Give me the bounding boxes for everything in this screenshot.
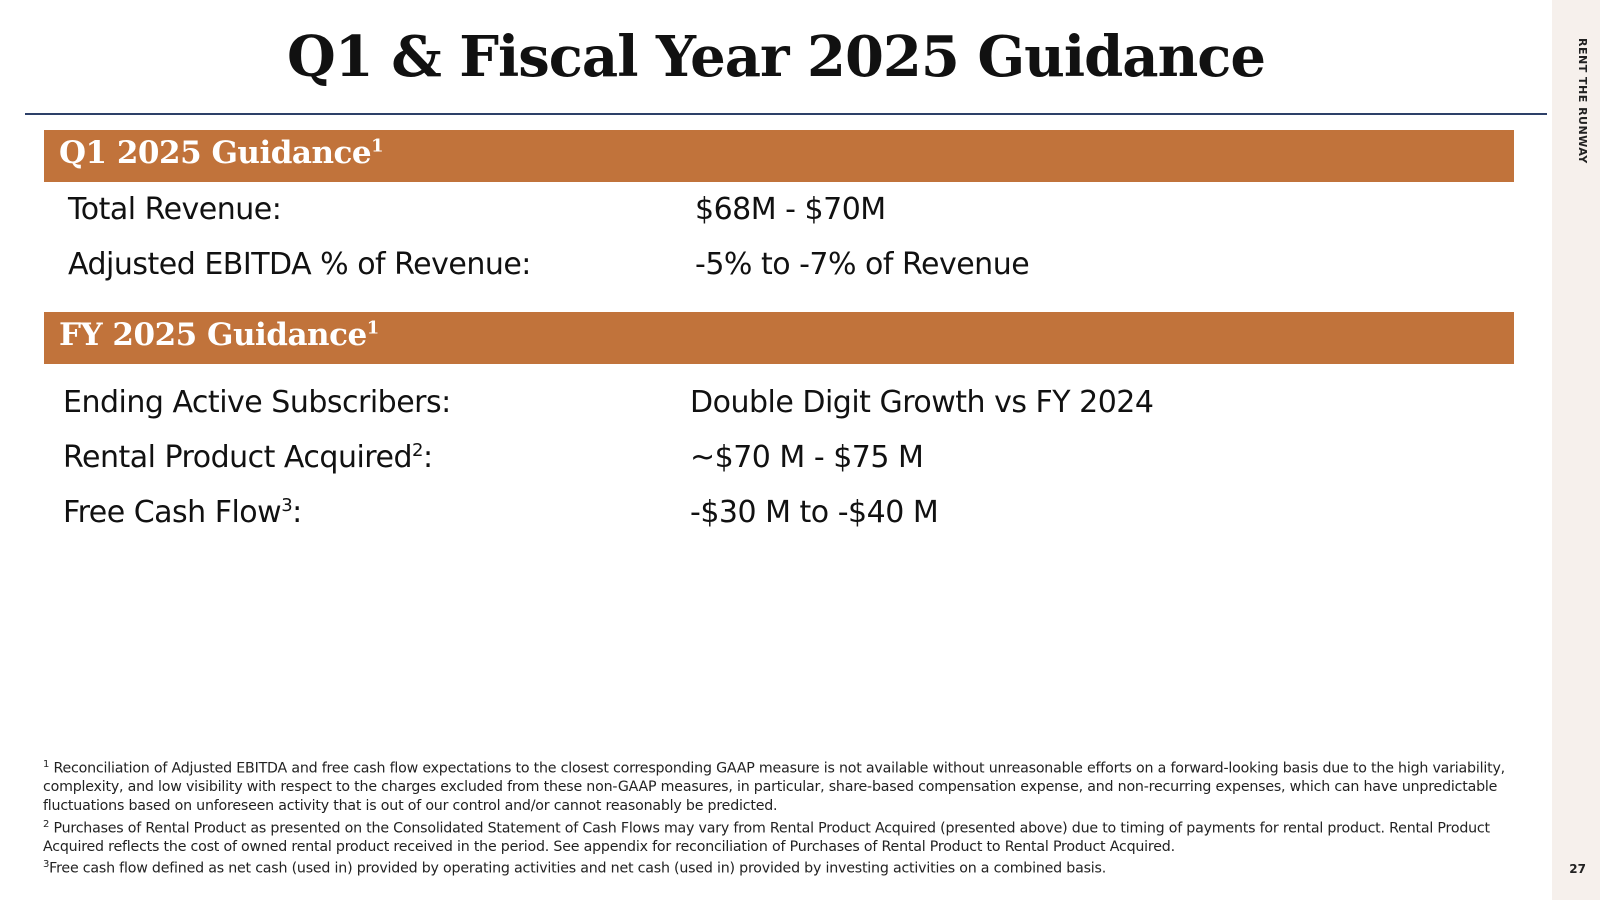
footnote-1: 1 Reconciliation of Adjusted EBITDA and … bbox=[43, 759, 1505, 814]
fy-rental-product-label: Rental Product Acquired2: bbox=[63, 440, 433, 475]
footnote-marker: 1 bbox=[366, 317, 380, 339]
brand-wordmark: RENT THE RUNWAY bbox=[1576, 38, 1589, 164]
fy-free-cash-flow-value: -$30 M to -$40 M bbox=[690, 495, 939, 530]
fy-guidance-title: FY 2025 Guidance bbox=[59, 317, 367, 353]
footnote-marker: 1 bbox=[371, 135, 384, 157]
footnote-marker: 3 bbox=[281, 495, 293, 516]
q1-total-revenue-label: Total Revenue: bbox=[68, 192, 282, 227]
title-divider bbox=[25, 113, 1547, 115]
q1-adjusted-ebitda-label: Adjusted EBITDA % of Revenue: bbox=[68, 247, 531, 282]
footnotes: 1 Reconciliation of Adjusted EBITDA and … bbox=[43, 756, 1513, 879]
footnote-3: 3Free cash flow defined as net cash (use… bbox=[43, 859, 1107, 878]
fy-guidance-header: FY 2025 Guidance1 bbox=[44, 312, 1514, 364]
slide-title: Q1 & Fiscal Year 2025 Guidance bbox=[286, 24, 1266, 90]
q1-total-revenue-value: $68M - $70M bbox=[695, 192, 886, 227]
page-number: 27 bbox=[1569, 862, 1586, 876]
q1-adjusted-ebitda-value: -5% to -7% of Revenue bbox=[695, 247, 1030, 282]
q1-guidance-title: Q1 2025 Guidance bbox=[59, 135, 372, 171]
fy-active-subscribers-value: Double Digit Growth vs FY 2024 bbox=[690, 385, 1154, 420]
q1-guidance-header: Q1 2025 Guidance1 bbox=[44, 130, 1514, 182]
footnote-2: 2 Purchases of Rental Product as present… bbox=[43, 818, 1490, 855]
fy-active-subscribers-label: Ending Active Subscribers: bbox=[63, 385, 451, 420]
fy-rental-product-value: ~$70 M - $75 M bbox=[690, 440, 924, 475]
brand-sidebar: RENT THE RUNWAY 27 bbox=[1552, 0, 1600, 900]
footnote-marker: 2 bbox=[411, 440, 423, 461]
fy-free-cash-flow-label: Free Cash Flow3: bbox=[63, 495, 302, 530]
